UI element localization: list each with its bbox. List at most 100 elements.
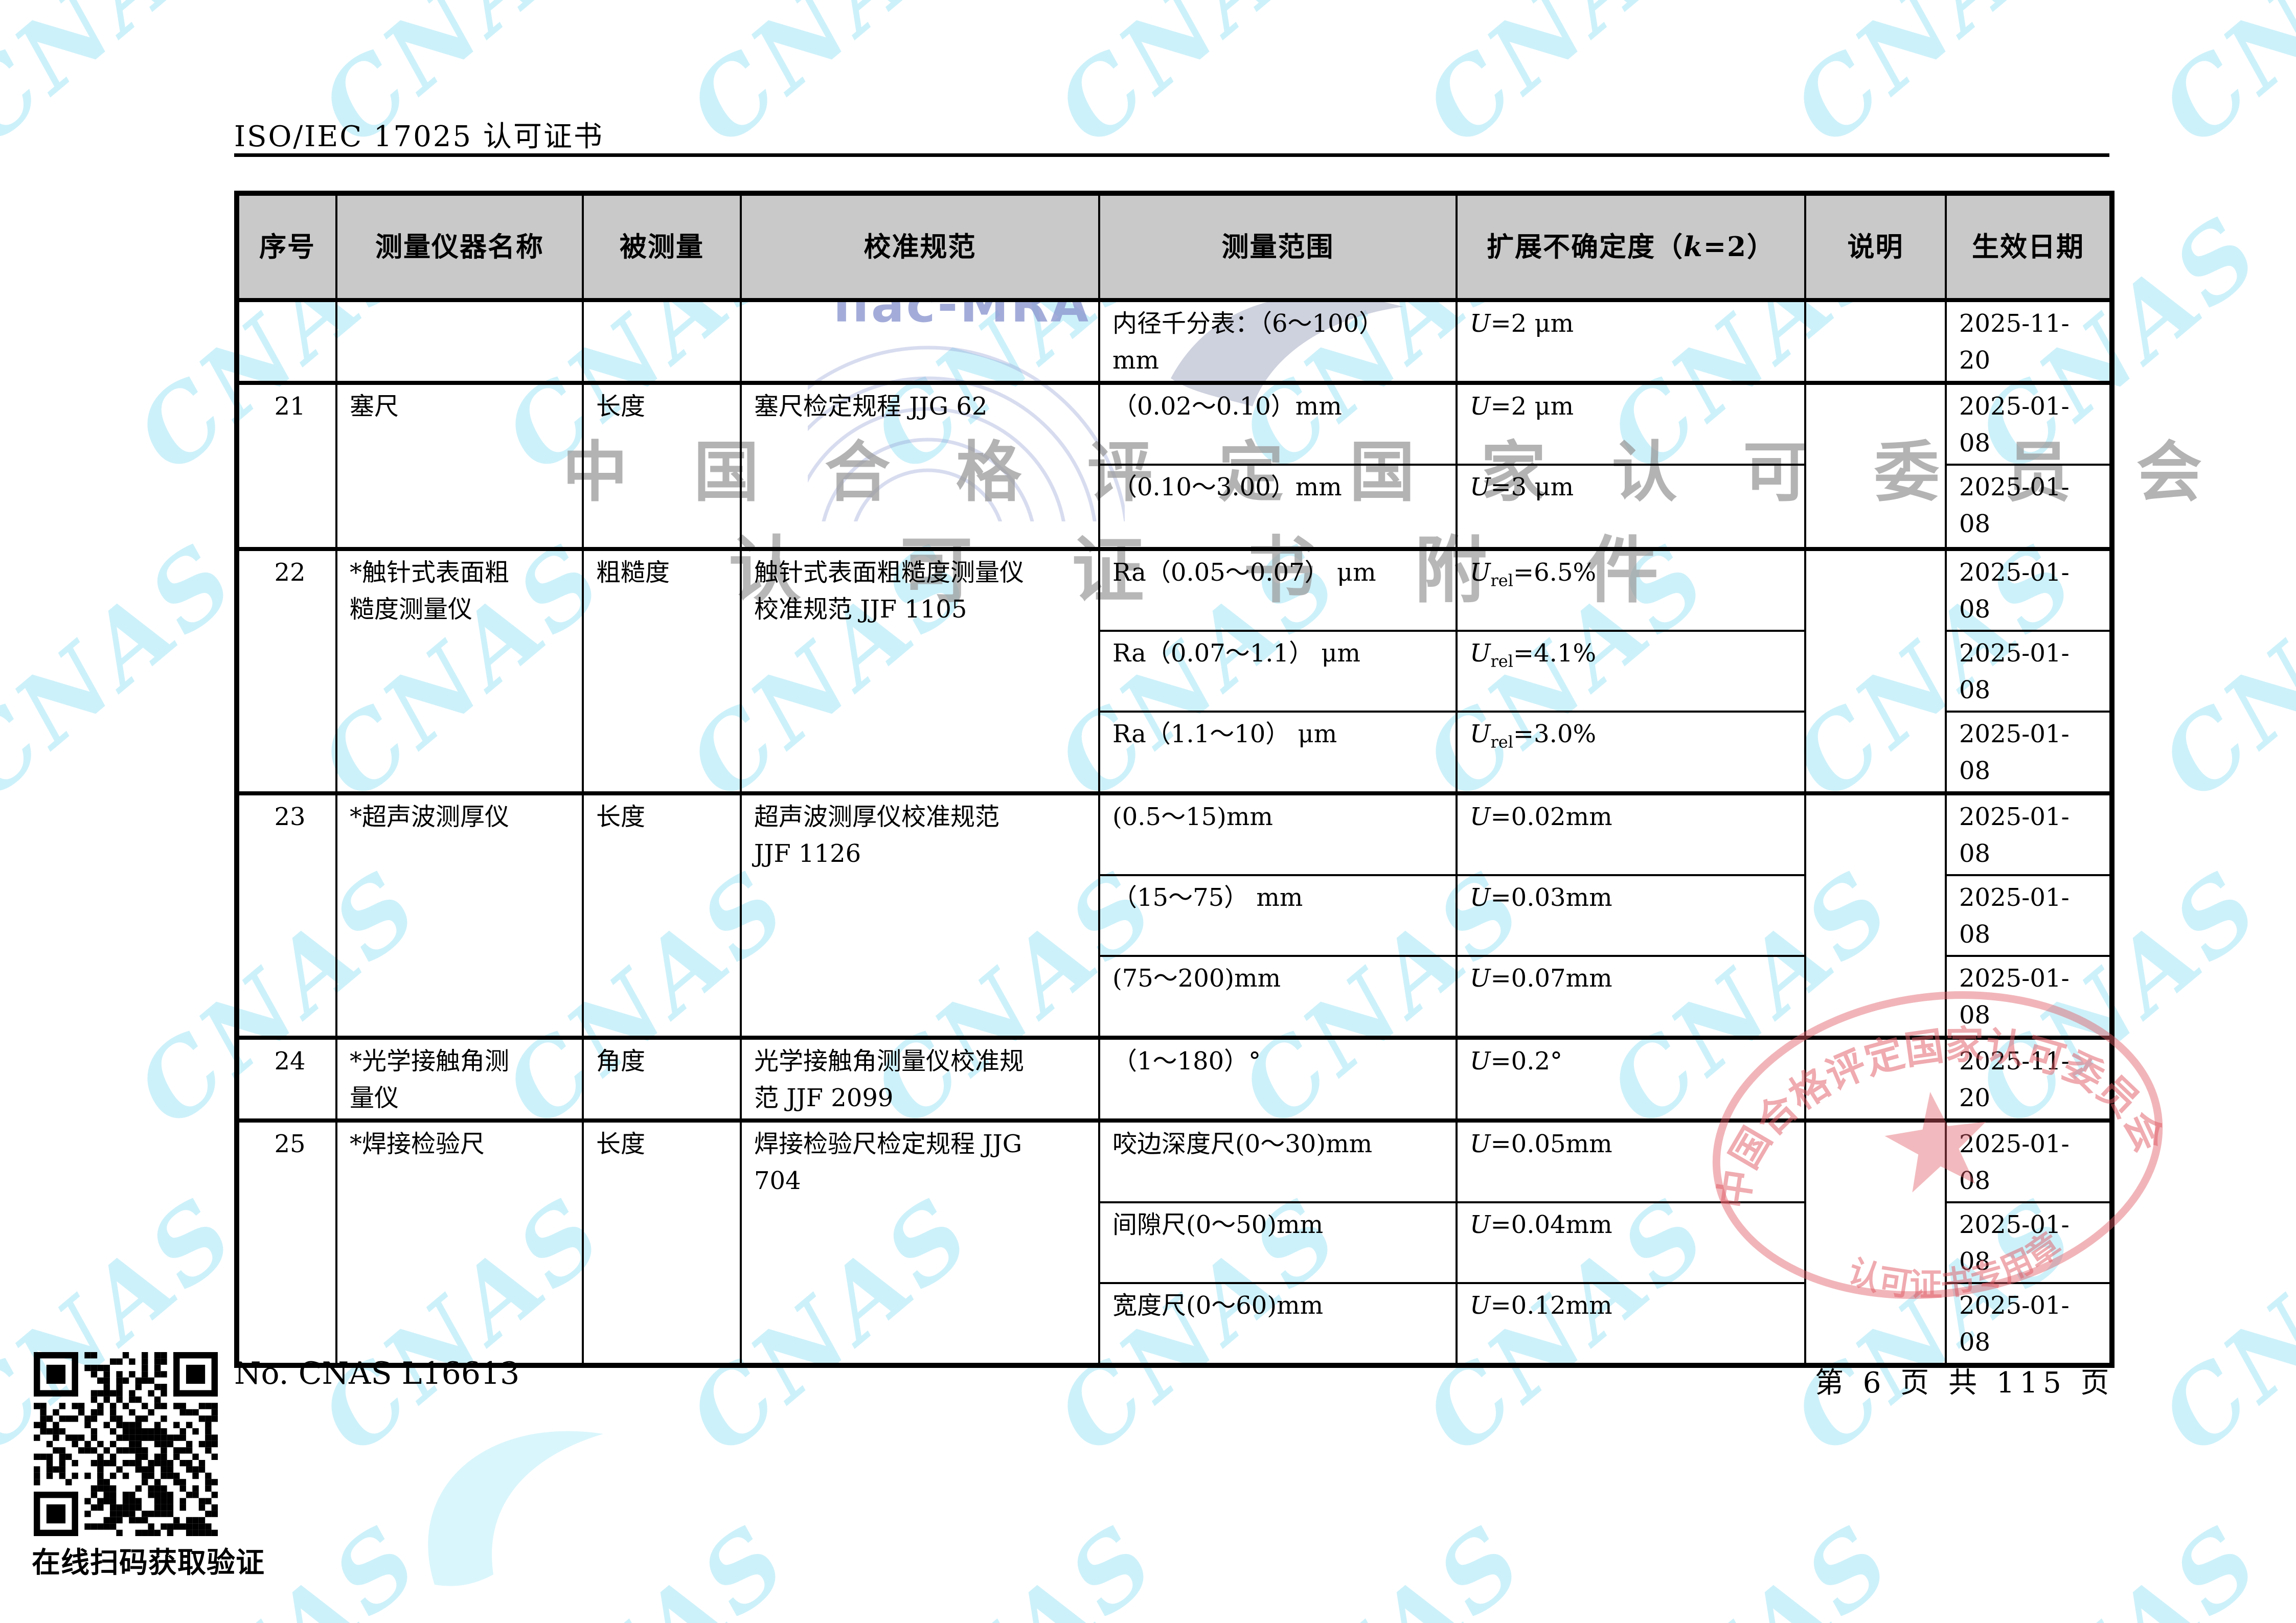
cell-spec: 塞尺检定规程 JJG 62: [740, 381, 1100, 550]
cell-range: （0.10～3.00）mm: [1098, 464, 1458, 550]
table-header-row: 序号 测量仪器名称 被测量 校准规范 测量范围 扩展不确定度（k=2） 说明 生…: [236, 192, 2113, 302]
cell-note: [1804, 381, 1947, 550]
cnas-swoosh-icon: [428, 1431, 603, 1586]
col-header-spec: 校准规范: [740, 192, 1100, 302]
table-row: 21 塞尺 长度 塞尺检定规程 JJG 62 （0.02～0.10）mm U=2…: [236, 381, 2113, 550]
cnas-watermark: CNAS: [0, 520, 259, 821]
calibration-scope-table: 序号 测量仪器名称 被测量 校准规范 测量范围 扩展不确定度（k=2） 说明 生…: [234, 191, 2115, 1368]
cell-seq: 22: [236, 547, 337, 794]
table-row: （15～75） mm U=0.03mm 2025-01- 08: [237, 874, 2113, 957]
cell-uncertainty: U=2 μm: [1456, 381, 1806, 466]
cell-quantity: 长度: [582, 381, 742, 550]
cell-date: 2025-01- 08: [1945, 630, 2113, 713]
cnas-watermark: CNAS: [851, 1501, 1178, 1623]
cell-quantity: [582, 299, 742, 384]
cell-note: [1804, 1118, 1947, 1366]
cell-seq: 25: [236, 1118, 337, 1366]
cell-range: （0.02～0.10）mm: [1098, 381, 1458, 466]
accreditation-seal: 中国合格评定国家认可委员会 认可证书专用章: [1690, 991, 2174, 1317]
table-row: 宽度尺(0～60)mm U=0.12mm 2025-01- 08: [237, 1282, 2113, 1366]
table-row: 间隙尺(0～50)mm U=0.04mm 2025-01- 08: [237, 1201, 2113, 1284]
col-header-quantity: 被测量: [582, 192, 742, 302]
cell-date: 2025-01- 08: [1945, 1282, 2113, 1366]
title-rule: [234, 153, 2109, 157]
cell-name: [335, 299, 584, 384]
cell-uncertainty: U=2 μm: [1456, 299, 1806, 384]
cell-quantity: 粗糙度: [582, 547, 742, 794]
cell-range: （1～180）°: [1098, 1036, 1458, 1122]
cnas-watermark: CNAS: [2139, 520, 2296, 821]
cell-range: (75～200)mm: [1098, 955, 1458, 1039]
cnas-watermark: CNAS: [1771, 0, 2099, 167]
col-header-uncertainty: 扩展不确定度（k=2）: [1456, 192, 1806, 302]
cell-uncertainty: U=0.02mm: [1456, 791, 1806, 876]
cell-spec: 超声波测厚仪校准规范 JJF 1126: [740, 791, 1100, 1039]
cell-range: 内径千分表：（6～100） mm: [1098, 299, 1458, 384]
cell-range: 咬边深度尺(0～30)mm: [1098, 1118, 1458, 1203]
seal-star-icon: [1884, 1092, 1986, 1193]
cnas-watermark: CNAS: [0, 0, 259, 167]
cnas-watermark: CNAS: [1035, 0, 1363, 167]
col-header-seq: 序号: [236, 192, 337, 302]
cell-spec: 光学接触角测量仪校准规范 JJF 2099: [740, 1036, 1100, 1122]
cell-note: [1804, 547, 1947, 794]
cell-seq: 21: [236, 381, 337, 550]
cell-quantity: 长度: [582, 791, 742, 1039]
cell-quantity: 长度: [582, 1118, 742, 1366]
cell-uncertainty: U=0.2°: [1456, 1036, 1806, 1122]
cell-range: Ra（0.07～1.1） μm: [1098, 630, 1458, 713]
cell-range: Ra（1.1～10） μm: [1098, 711, 1458, 794]
cell-name: *焊接检验尺: [335, 1118, 584, 1366]
cell-uncertainty: U=0.03mm: [1456, 874, 1806, 957]
cell-uncertainty: Urel=6.5%: [1456, 547, 1806, 632]
cell-note: [1804, 299, 1947, 384]
cell-date: 2025-11- 20: [1945, 1036, 2113, 1122]
cell-note: [1804, 791, 1947, 1039]
cell-date: 2025-01- 08: [1945, 1201, 2113, 1284]
cell-date: 2025-01- 08: [1945, 955, 2113, 1039]
col-header-date: 生效日期: [1945, 192, 2113, 302]
cell-date: 2025-01- 08: [1945, 711, 2113, 794]
cell-uncertainty: U=0.05mm: [1456, 1118, 1806, 1203]
table-row: （0.10～3.00）mm U=3 μm 2025-01- 08: [237, 464, 2113, 550]
cell-date: 2025-01- 08: [1945, 1118, 2113, 1203]
cell-uncertainty: U=0.04mm: [1456, 1201, 1806, 1284]
cell-date: 2025-01- 08: [1945, 547, 2113, 632]
cell-seq: 24: [236, 1036, 337, 1122]
cell-uncertainty: Urel=3.0%: [1456, 711, 1806, 794]
table-row: 23 *超声波测厚仪 长度 超声波测厚仪校准规范 JJF 1126 (0.5～15…: [236, 791, 2113, 1039]
cell-uncertainty: U=3 μm: [1456, 464, 1806, 550]
page-number: 第 6 页 共 115 页: [1815, 1366, 2115, 1400]
cell-range: 宽度尺(0～60)mm: [1098, 1282, 1458, 1366]
cnas-watermark: CNAS: [1403, 0, 1731, 167]
cell-uncertainty: U=0.12mm: [1456, 1282, 1806, 1366]
cnas-watermark: CNAS: [1219, 1501, 1547, 1623]
table-row: Ra（1.1～10） μm Urel=3.0% 2025-01- 08: [237, 711, 2113, 794]
cell-seq: 23: [236, 791, 337, 1039]
cell-name: *光学接触角测 量仪: [335, 1036, 584, 1122]
cell-spec: [740, 299, 1100, 384]
cell-uncertainty: Urel=4.1%: [1456, 630, 1806, 713]
table-row: 24 *光学接触角测 量仪 角度 光学接触角测量仪校准规范 JJF 2099 （1…: [236, 1036, 2113, 1122]
table-row: (75～200)mm U=0.07mm 2025-01- 08: [237, 955, 2113, 1039]
cell-seq: [236, 299, 337, 384]
cell-date: 2025-01- 08: [1945, 791, 2113, 876]
cell-date: 2025-01- 08: [1945, 874, 2113, 957]
cell-quantity: 角度: [582, 1036, 742, 1122]
col-header-range: 测量范围: [1098, 192, 1458, 302]
cell-name: 塞尺: [335, 381, 584, 550]
cell-range: Ra（0.05～0.07） μm: [1098, 547, 1458, 632]
cell-name: *触针式表面粗 糙度测量仪: [335, 547, 584, 794]
table-row: 内径千分表：（6～100） mm U=2 μm 2025-11- 20: [236, 299, 2113, 384]
cell-spec: 焊接检验尺检定规程 JJG 704: [740, 1118, 1100, 1366]
table-row: 22 *触针式表面粗 糙度测量仪 粗糙度 触针式表面粗糙度测量仪 校准规范 JJF …: [236, 547, 2113, 794]
table-row: Ra（0.07～1.1） μm Urel=4.1% 2025-01- 08: [237, 630, 2113, 713]
col-header-name: 测量仪器名称: [335, 192, 584, 302]
cell-range: 间隙尺(0～50)mm: [1098, 1201, 1458, 1284]
cell-range: （15～75） mm: [1098, 874, 1458, 957]
cnas-watermark: CNAS: [667, 0, 995, 167]
cell-range: (0.5～15)mm: [1098, 791, 1458, 876]
cell-note: [1804, 1036, 1947, 1122]
cell-date: 2025-11- 20: [1945, 299, 2113, 384]
table-row: 25 *焊接检验尺 长度 焊接检验尺检定规程 JJG 704 咬边深度尺(0～30…: [236, 1118, 2113, 1366]
